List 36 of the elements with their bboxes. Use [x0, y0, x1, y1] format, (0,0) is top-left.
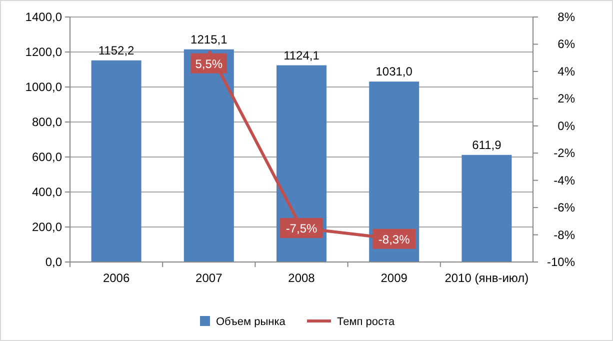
- x-tick-label: 2009: [380, 271, 408, 285]
- y2-tick-label: -6%: [554, 200, 576, 215]
- y-tick-label: 600,0: [32, 150, 62, 164]
- y2-tick-label: -10%: [546, 255, 576, 269]
- data-label: 1215,1: [190, 32, 228, 46]
- y-tick-label: 0,0: [45, 255, 62, 269]
- x-tick-label: 2007: [196, 271, 223, 285]
- y2-tick-label: -2%: [554, 146, 576, 160]
- y2-tick-label: 8%: [558, 10, 576, 24]
- y2-tick-label: 6%: [558, 37, 576, 52]
- bar: [91, 60, 142, 262]
- data-label: 1031,0: [376, 64, 413, 79]
- y2-tick-label: 0%: [558, 118, 576, 133]
- bar: [184, 49, 234, 262]
- y-tick-label: 1400,0: [25, 10, 62, 24]
- y2-tick-label: -8%: [554, 228, 576, 242]
- legend-label: Темп роста: [337, 316, 396, 328]
- data-label: 5,5%: [195, 56, 223, 71]
- y-tick-label: 1200,0: [25, 45, 62, 59]
- data-label: 1124,1: [284, 48, 320, 62]
- y2-tick-label: -4%: [554, 173, 576, 188]
- bar: [369, 82, 420, 262]
- y2-tick-label: 4%: [558, 64, 576, 78]
- legend-label: Объем рынка: [216, 316, 286, 328]
- y-tick-label: 1000,0: [25, 80, 62, 94]
- y-tick-label: 200,0: [32, 220, 62, 234]
- y-tick-label: 800,0: [32, 115, 62, 129]
- bar: [462, 154, 512, 262]
- x-tick-label: 2008: [288, 271, 316, 285]
- y-tick-label: 400,0: [32, 185, 62, 199]
- x-tick-label: 2010 (янв-июл): [444, 271, 529, 285]
- data-label: 1152,2: [98, 43, 135, 58]
- bar: [276, 65, 326, 262]
- y2-tick-label: 2%: [558, 92, 576, 106]
- x-tick-label: 2006: [102, 271, 130, 285]
- data-label: 611,9: [472, 138, 502, 152]
